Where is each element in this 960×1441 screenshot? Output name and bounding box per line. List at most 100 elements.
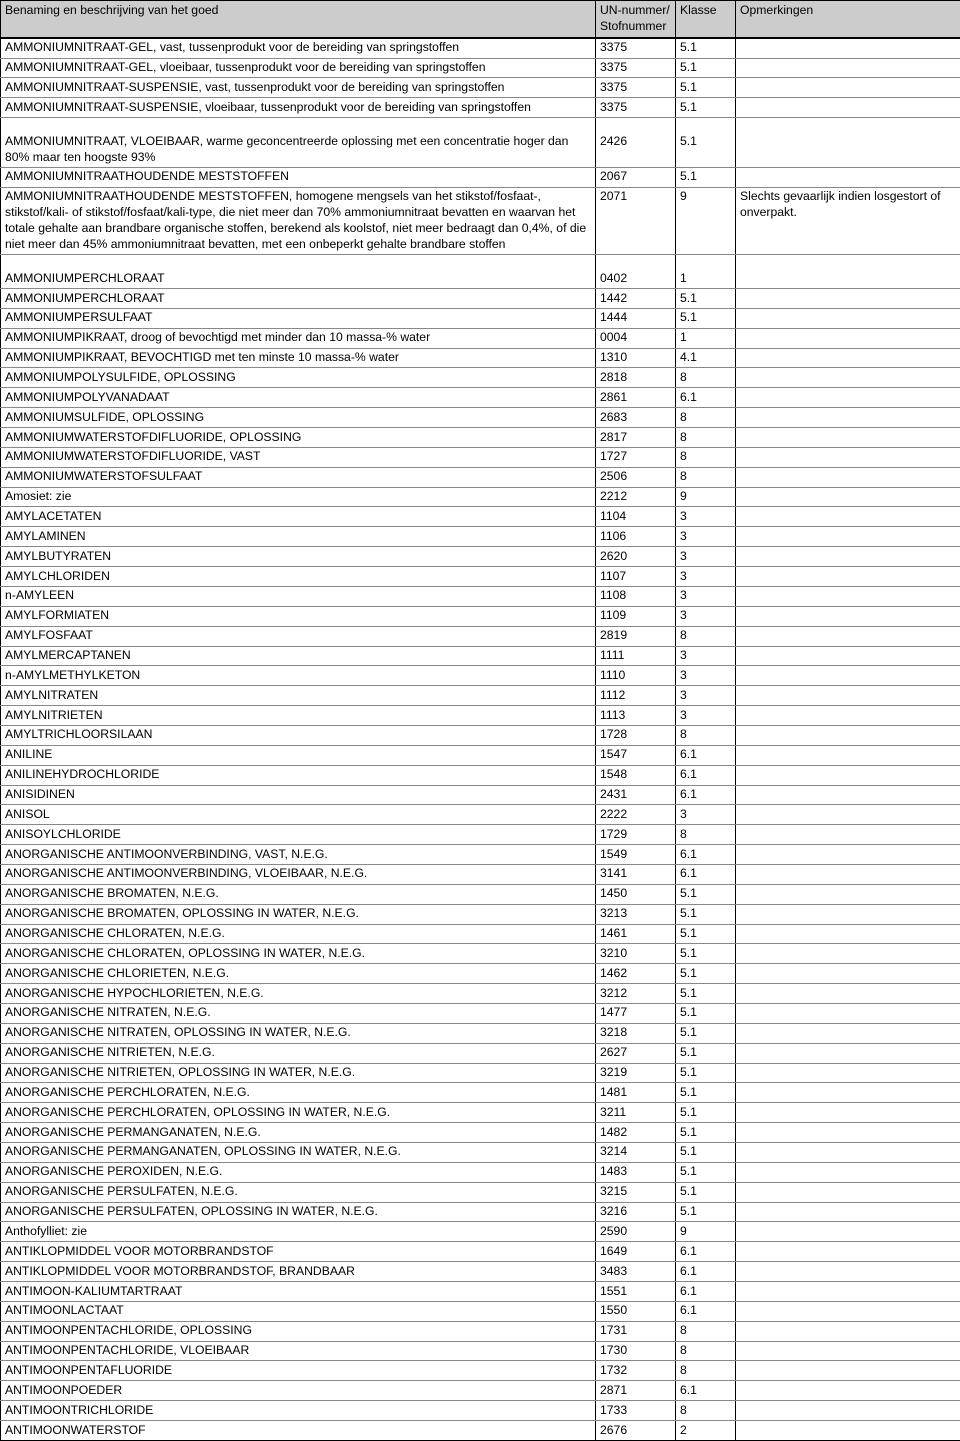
cell-klasse: 5.1 (676, 38, 736, 58)
cell-un: 2818 (596, 368, 676, 388)
cell-un: 1730 (596, 1341, 676, 1361)
table-row: AMMONIUMPERCHLORAAT04021 (1, 269, 960, 288)
cell-opm (736, 1043, 960, 1063)
dangerous-goods-table: Benaming en beschrijving van het goed UN… (0, 0, 960, 1441)
cell-klasse: 9 (676, 187, 736, 254)
cell-un: 2817 (596, 428, 676, 448)
cell-opm (736, 1282, 960, 1302)
cell-klasse: 5.1 (676, 98, 736, 118)
cell-un: 1729 (596, 825, 676, 845)
cell-opm (736, 706, 960, 726)
cell-name: ANORGANISCHE BROMATEN, OPLOSSING IN WATE… (1, 904, 596, 924)
cell-un: 2431 (596, 785, 676, 805)
cell-opm (736, 785, 960, 805)
table-row: AMYLBUTYRATEN26203 (1, 547, 960, 567)
cell-klasse: 6.1 (676, 1381, 736, 1401)
cell-klasse: 3 (676, 547, 736, 567)
cell-un: 1444 (596, 308, 676, 328)
table-row: ANTIMOONTRICHLORIDE17338 (1, 1401, 960, 1421)
cell-opm (736, 1381, 960, 1401)
cell-name: AMMONIUMNITRAATHOUDENDE MESTSTOFFEN, hom… (1, 187, 596, 254)
cell-name: ANORGANISCHE HYPOCHLORIETEN, N.E.G. (1, 984, 596, 1004)
cell-name: ANISIDINEN (1, 785, 596, 805)
table-row: ANORGANISCHE CHLORATEN, OPLOSSING IN WAT… (1, 944, 960, 964)
cell-name: AMMONIUMPERCHLORAAT (1, 269, 596, 288)
cell-opm (736, 765, 960, 785)
cell-un: 2676 (596, 1421, 676, 1441)
cell-name: n-AMYLEEN (1, 586, 596, 606)
cell-name: ANORGANISCHE BROMATEN, N.E.G. (1, 884, 596, 904)
table-row (1, 255, 960, 270)
table-row: AMMONIUMNITRAATHOUDENDE MESTSTOFFEN20675… (1, 167, 960, 187)
cell-un: 1551 (596, 1282, 676, 1302)
cell-name: ANORGANISCHE PERCHLORATEN, N.E.G. (1, 1083, 596, 1103)
cell-un: 1310 (596, 348, 676, 368)
cell-opm (736, 1063, 960, 1083)
cell-opm (736, 1321, 960, 1341)
cell-opm (736, 1142, 960, 1162)
cell-klasse: 5.1 (676, 904, 736, 924)
table-row: AMYLAMINEN11063 (1, 527, 960, 547)
cell-name: ANISOYLCHLORIDE (1, 825, 596, 845)
table-row: n-AMYLEEN11083 (1, 586, 960, 606)
cell-klasse: 5.1 (676, 924, 736, 944)
cell-name: ANORGANISCHE CHLORIETEN, N.E.G. (1, 964, 596, 984)
table-row: AMMONIUMNITRAATHOUDENDE MESTSTOFFEN, hom… (1, 187, 960, 254)
cell-klasse: 8 (676, 825, 736, 845)
table-row: ANORGANISCHE CHLORATEN, N.E.G.14615.1 (1, 924, 960, 944)
cell-name: ANISOL (1, 805, 596, 825)
table-row: ANORGANISCHE PERCHLORATEN, N.E.G.14815.1 (1, 1083, 960, 1103)
cell-klasse: 3 (676, 805, 736, 825)
cell-opm (736, 666, 960, 686)
table-row: ANTIMOONPENTACHLORIDE, VLOEIBAAR17308 (1, 1341, 960, 1361)
cell-klasse: 5.1 (676, 1083, 736, 1103)
cell-name: AMMONIUMSULFIDE, OPLOSSING (1, 408, 596, 428)
cell-opm (736, 1003, 960, 1023)
table-row: ANISOL22223 (1, 805, 960, 825)
cell-opm (736, 167, 960, 187)
table-row: AMMONIUMWATERSTOFDIFLUORIDE, VAST17278 (1, 447, 960, 467)
cell-un: 3483 (596, 1262, 676, 1282)
table-row: AMMONIUMPOLYVANADAAT28616.1 (1, 388, 960, 408)
cell-klasse: 8 (676, 368, 736, 388)
cell-klasse: 6.1 (676, 864, 736, 884)
cell-opm (736, 1202, 960, 1222)
table-row: Amosiet: zie22129 (1, 487, 960, 507)
cell-name: ANORGANISCHE ANTIMOONVERBINDING, VLOEIBA… (1, 864, 596, 884)
cell-un: 2212 (596, 487, 676, 507)
cell-name: AMMONIUMPERSULFAAT (1, 308, 596, 328)
cell-name: AMYLBUTYRATEN (1, 547, 596, 567)
cell-name: ANORGANISCHE CHLORATEN, OPLOSSING IN WAT… (1, 944, 596, 964)
cell-klasse: 5.1 (676, 1123, 736, 1143)
table-row: AMMONIUMPERCHLORAAT14425.1 (1, 289, 960, 309)
table-row: ANILINE15476.1 (1, 745, 960, 765)
table-row: AMMONIUMPIKRAAT, droog of bevochtigd met… (1, 328, 960, 348)
cell-un: 2506 (596, 467, 676, 487)
table-row: ANISIDINEN24316.1 (1, 785, 960, 805)
cell-klasse: 8 (676, 1401, 736, 1421)
cell-opm (736, 845, 960, 865)
table-row: AMMONIUMNITRAAT-GEL, vast, tussenprodukt… (1, 38, 960, 58)
table-row: AMMONIUMNITRAAT-SUSPENSIE, vast, tussenp… (1, 78, 960, 98)
cell-opm (736, 1262, 960, 1282)
cell-name: AMYLCHLORIDEN (1, 567, 596, 587)
table-row: ANTIMOONPOEDER28716.1 (1, 1381, 960, 1401)
table-row: AMMONIUMPIKRAAT, BEVOCHTIGD met ten mins… (1, 348, 960, 368)
cell-un: 1108 (596, 586, 676, 606)
cell-klasse: 5.1 (676, 1162, 736, 1182)
cell-opm (736, 1103, 960, 1123)
cell-name: ANORGANISCHE ANTIMOONVERBINDING, VAST, N… (1, 845, 596, 865)
cell-opm (736, 328, 960, 348)
cell-un: 2620 (596, 547, 676, 567)
cell-name: ANORGANISCHE NITRIETEN, OPLOSSING IN WAT… (1, 1063, 596, 1083)
cell-un: 1731 (596, 1321, 676, 1341)
cell-klasse: 8 (676, 408, 736, 428)
cell-klasse: 6.1 (676, 785, 736, 805)
cell-opm (736, 884, 960, 904)
cell-klasse: 1 (676, 269, 736, 288)
cell-opm: Slechts gevaarlijk indien losgestort of … (736, 187, 960, 254)
table-row: AMYLFORMIATEN11093 (1, 606, 960, 626)
table-row: AMYLACETATEN11043 (1, 507, 960, 527)
cell-un: 2067 (596, 167, 676, 187)
cell-opm (736, 1242, 960, 1262)
